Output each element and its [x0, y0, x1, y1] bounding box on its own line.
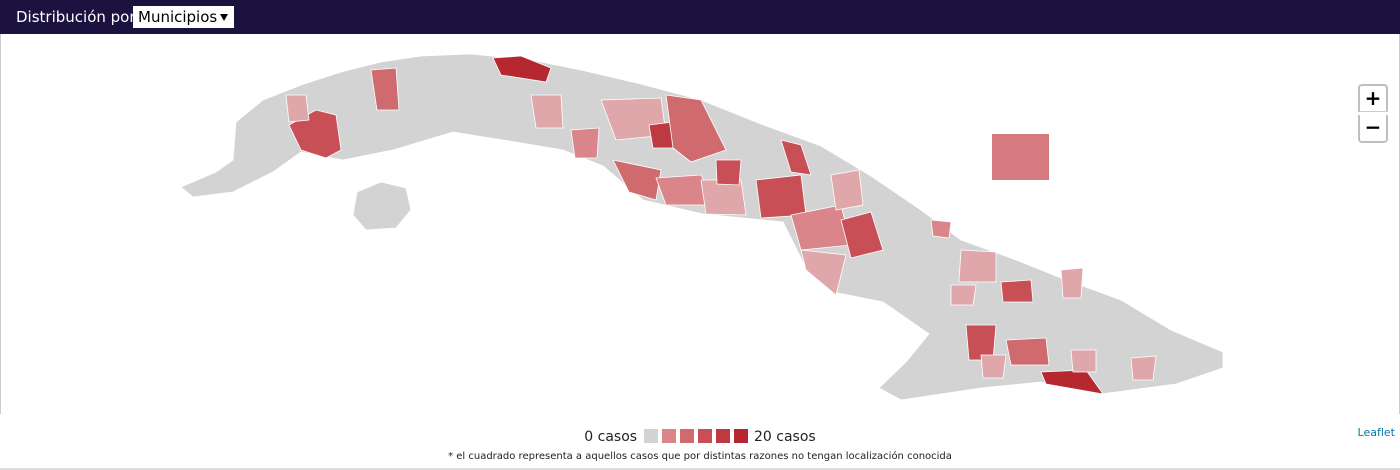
bottom-border: [0, 468, 1400, 470]
region: [665, 94, 727, 163]
region: [570, 127, 600, 159]
legend-swatch: [643, 429, 658, 443]
region: [285, 94, 310, 123]
region: [1040, 369, 1104, 395]
island: [180, 53, 1224, 401]
legend-min-label: 0 casos: [584, 429, 638, 445]
region: [1070, 349, 1097, 373]
region: [1130, 355, 1157, 381]
region: [612, 159, 662, 201]
region: [755, 174, 807, 219]
region: [930, 219, 952, 239]
header-bar: Distribución por Municipios: [0, 0, 1400, 34]
legend-swatch: [661, 429, 676, 443]
region: [950, 284, 977, 306]
legend-swatch: [715, 429, 730, 443]
legend-swatch: [733, 429, 748, 443]
region: [980, 354, 1007, 379]
select-value: Municipios: [138, 8, 218, 26]
region: [530, 94, 564, 129]
level-select[interactable]: Municipios: [133, 6, 234, 28]
legend-max-label: 20 casos: [754, 429, 816, 445]
attribution-link[interactable]: Leaflet: [1357, 426, 1395, 439]
map[interactable]: + − Leaflet: [0, 34, 1400, 439]
region: [780, 139, 812, 176]
region: [492, 55, 552, 83]
region: [840, 211, 884, 259]
select-arrow: [220, 14, 228, 21]
region: [800, 249, 847, 296]
region: [1005, 337, 1050, 366]
isla-juventud: [352, 181, 412, 231]
region: [715, 159, 742, 186]
legend-swatches: [642, 429, 750, 445]
region: [1060, 267, 1084, 299]
unknown-location-square: [992, 134, 1049, 180]
footnote: * el cuadrado representa a aquellos caso…: [448, 451, 952, 462]
legend-swatch: [679, 429, 694, 443]
legend: 0 casos 20 casos: [0, 429, 1400, 445]
region: [370, 67, 400, 111]
region: [958, 249, 997, 283]
map-svg: [180, 53, 1224, 401]
cuba-outline: [180, 53, 1224, 401]
region: [288, 109, 342, 159]
region: [1000, 279, 1034, 303]
legend-swatch: [697, 429, 712, 443]
region: [830, 169, 864, 211]
zoom-out-button[interactable]: −: [1358, 115, 1388, 143]
header-label: Distribución por: [16, 8, 136, 26]
zoom-in-button[interactable]: +: [1358, 84, 1388, 112]
